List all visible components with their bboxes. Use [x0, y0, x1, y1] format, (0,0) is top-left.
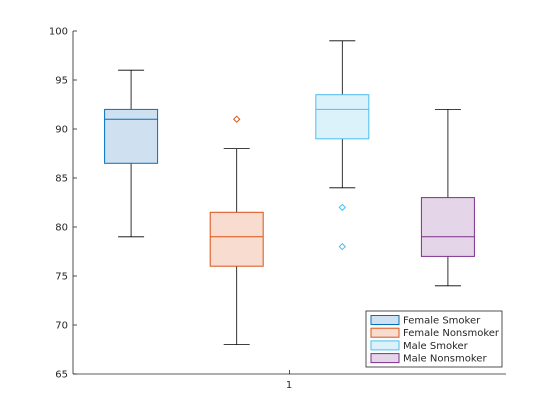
iqr-box	[315, 94, 370, 140]
y-tick-label: 95	[55, 76, 68, 87]
y-tick-label: 85	[55, 174, 68, 185]
y-tick-label: 80	[55, 223, 68, 234]
y-tick-label: 75	[55, 272, 68, 283]
outlier-point	[338, 242, 347, 251]
iqr-box	[209, 211, 264, 267]
outlier-point	[338, 203, 347, 212]
y-tick-label: 70	[55, 321, 68, 332]
y-tick-label: 100	[49, 27, 68, 38]
iqr-box	[104, 108, 159, 164]
legend-label: Male Nonsmoker	[403, 354, 487, 365]
y-tick-label: 65	[55, 370, 68, 381]
legend-swatch	[370, 353, 400, 364]
legend-swatch	[370, 340, 400, 351]
boxes-layer	[104, 40, 475, 346]
legend-label: Male Smoker	[403, 341, 469, 352]
legend-swatch	[370, 327, 400, 338]
box-male-nonsmoker	[420, 109, 475, 287]
legend-label: Female Nonsmoker	[403, 328, 500, 339]
box-female-nonsmoker	[209, 115, 264, 346]
box-female-smoker	[104, 69, 159, 238]
legend-swatch	[370, 315, 400, 325]
x-axis-ticks: 1	[286, 370, 292, 391]
outlier-point	[232, 115, 241, 123]
x-tick-label: 1	[286, 380, 292, 391]
box-male-smoker	[315, 40, 370, 251]
iqr-box	[420, 197, 475, 257]
y-tick-label: 90	[55, 125, 68, 136]
legend-label: Female Smoker	[403, 316, 481, 327]
y-axis-ticks: 65 70 75 80 85 90 95 100	[49, 27, 77, 381]
